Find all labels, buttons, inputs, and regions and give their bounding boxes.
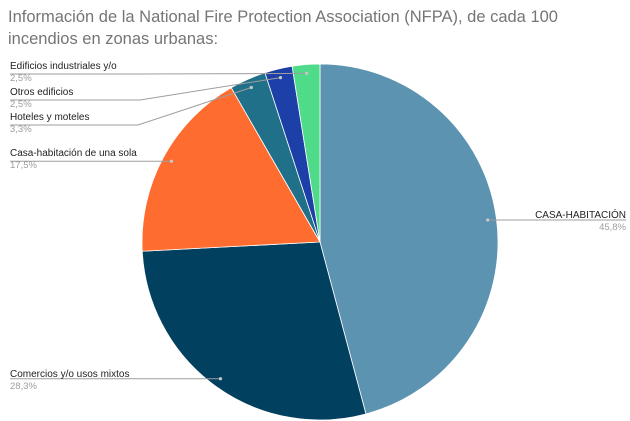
slice-value-label: 45,8%: [599, 222, 626, 233]
pie-slice-edificios-industriales-y-o: [291, 63, 321, 243]
leader-dot: [305, 71, 309, 75]
slice-label: Casa-habitación de una sola: [10, 148, 137, 159]
leader-line: [10, 72, 307, 75]
leader-line: [10, 87, 252, 126]
slice-value-label: 2,5%: [10, 99, 32, 110]
slice-value-label: 3,3%: [10, 124, 32, 135]
leader-dot: [278, 76, 283, 80]
slice-label: Comercios y/o usos mixtos: [10, 369, 129, 380]
pie-slice-casa-habitacion-de-una-sola: [141, 87, 321, 252]
slice-label: Otros edificios: [10, 87, 73, 98]
slice-label: CASA-HABITACIÓN: [535, 208, 626, 221]
slice-label: Hoteles y moteles: [10, 112, 89, 123]
slice-value-label: 2,5%: [10, 73, 32, 84]
pie-slice-casa-habitacion: [319, 63, 499, 415]
leader-dot: [169, 159, 174, 163]
chart-title: Información de la National Fire Protecti…: [8, 8, 558, 48]
slice-label: Edificios industriales y/o: [10, 61, 117, 72]
leader-dot: [486, 218, 490, 222]
leader-dot: [218, 377, 223, 381]
slice-value-label: 28,3%: [10, 381, 37, 392]
leader-dot: [249, 85, 253, 90]
slice-value-label: 17,5%: [10, 160, 37, 171]
leader-line: [10, 77, 281, 101]
pie-slice-comercios-y-o-usos-mixtos: [141, 241, 367, 421]
